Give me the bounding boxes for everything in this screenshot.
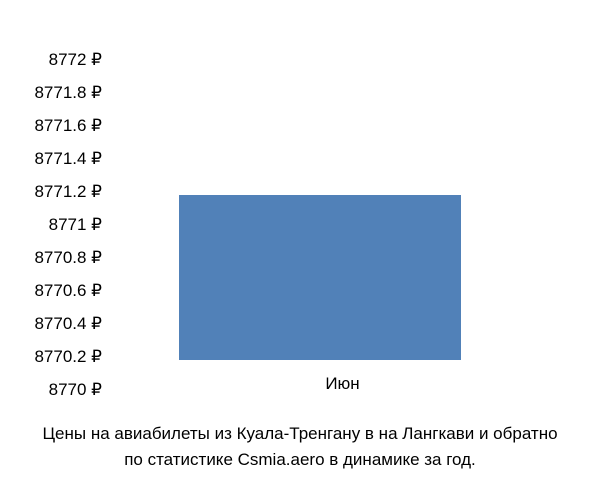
y-tick: 8771.4 ₽ [34,149,102,169]
caption-line-2: по статистике Csmia.aero в динамике за г… [0,447,600,473]
y-tick: 8771.8 ₽ [34,83,102,103]
y-tick: 8770.2 ₽ [34,347,102,367]
y-tick: 8771.6 ₽ [34,116,102,136]
y-tick: 8772 ₽ [49,50,102,70]
x-axis-label: Июн [115,374,570,394]
chart-caption: Цены на авиабилеты из Куала-Тренгану в н… [0,421,600,472]
y-tick: 8770.8 ₽ [34,248,102,268]
y-tick: 8770 ₽ [49,380,102,400]
y-tick: 8771 ₽ [49,215,102,235]
plot-area [115,30,570,360]
y-axis: 8772 ₽ 8771.8 ₽ 8771.6 ₽ 8771.4 ₽ 8771.2… [0,60,110,390]
bar-jun [179,195,461,360]
price-chart: 8772 ₽ 8771.8 ₽ 8771.6 ₽ 8771.4 ₽ 8771.2… [0,30,600,360]
caption-line-1: Цены на авиабилеты из Куала-Тренгану в н… [0,421,600,447]
y-tick: 8770.6 ₽ [34,281,102,301]
y-tick: 8770.4 ₽ [34,314,102,334]
category-label: Июн [325,374,359,393]
y-tick: 8771.2 ₽ [34,182,102,202]
